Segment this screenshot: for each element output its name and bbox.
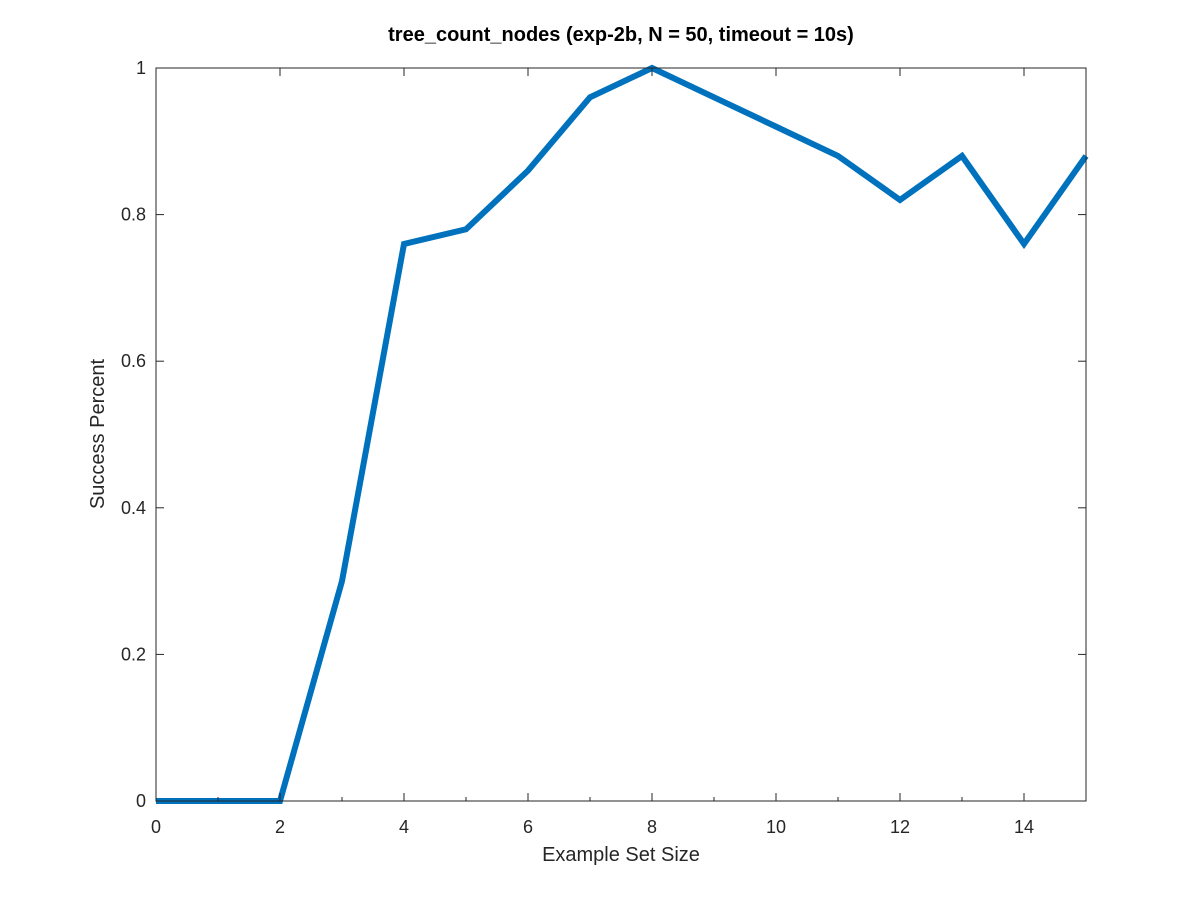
- x-tick-label: 12: [890, 817, 910, 837]
- x-tick-label: 8: [647, 817, 657, 837]
- x-tick-label: 14: [1014, 817, 1034, 837]
- y-tick-label: 0.8: [121, 205, 146, 225]
- y-tick-label: 0: [136, 791, 146, 811]
- y-tick-label: 0.6: [121, 351, 146, 371]
- y-tick-label: 0.4: [121, 498, 146, 518]
- x-tick-label: 10: [766, 817, 786, 837]
- series-line: [156, 64, 1089, 804]
- y-axis-label: Success Percent: [87, 359, 109, 510]
- plot-area-frame: [155, 67, 1087, 802]
- x-axis-label: Example Set Size: [542, 844, 700, 866]
- x-tick-label: 2: [275, 817, 285, 837]
- x-tick-label: 4: [399, 817, 409, 837]
- x-tick-label: 0: [151, 817, 161, 837]
- y-tick-label: 0.2: [121, 644, 146, 664]
- y-tick-label: 1: [136, 58, 146, 78]
- x-tick-label: 6: [523, 817, 533, 837]
- tick-layer: 0 2 4 6 8 10 12 14 0 0.2 0.4 0.6 0.8 1: [121, 58, 1086, 837]
- chart-title: tree_count_nodes (exp-2b, N = 50, timeou…: [388, 24, 854, 46]
